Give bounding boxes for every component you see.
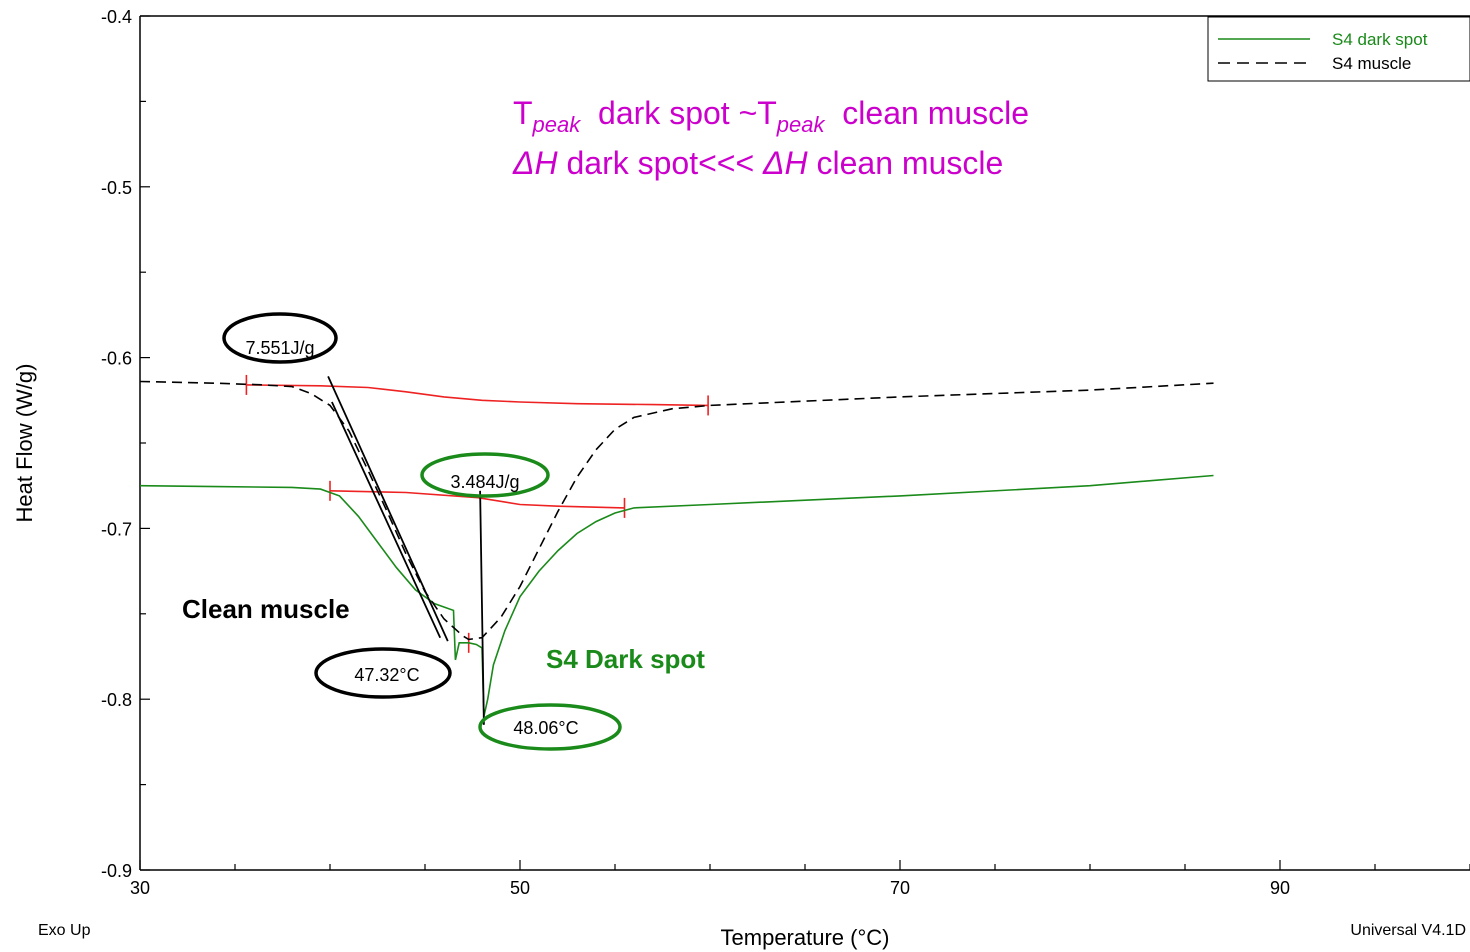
annotation-deltah-1: ΔH: [512, 145, 558, 181]
callout-muscle-enthalpy: 7.551J/g: [222, 312, 338, 364]
callout-dark-spot-enthalpy: 3.484J/g: [420, 452, 550, 498]
integration-baseline-1: [246, 384, 709, 407]
callout-ellipse: [222, 312, 338, 364]
integration-baseline-2: [329, 490, 625, 509]
y-tick-label: -0.4: [101, 7, 132, 27]
annotation-deltah: ΔH dark spot<<< ΔH clean muscle: [512, 145, 1003, 181]
callout-text: 48.06°C: [513, 718, 578, 738]
x-tick-label: 30: [130, 878, 150, 898]
callout-text: 3.484J/g: [450, 472, 519, 492]
tangent-line-3: [479, 490, 485, 725]
legend-box: [1207, 16, 1470, 82]
software-version-label: Universal V4.1D: [1350, 922, 1466, 939]
annotation-tpeak-mid: dark spot ~T: [580, 95, 777, 131]
callout-ellipse: [478, 703, 622, 751]
dark-spot-label: S4 Dark spot: [546, 644, 705, 674]
annotation-tpeak: Tpeak dark spot ~Tpeak clean muscle: [513, 95, 1029, 137]
callout-ellipse: [420, 452, 550, 498]
baseline-layer: [245, 374, 709, 653]
annotation-deltah-suffix: clean muscle: [808, 145, 1004, 181]
series-line-muscle: [139, 380, 1214, 641]
tangent-layer: [327, 376, 485, 725]
callout-ellipse: [314, 647, 452, 699]
x-tick-label: 70: [890, 878, 910, 898]
annotation-tpeak-sub2: peak: [776, 112, 826, 137]
legend-label-muscle: S4 muscle: [1332, 54, 1411, 73]
callout-muscle-peak: 47.32°C: [314, 647, 452, 699]
annotation-tpeak-suffix: clean muscle: [825, 95, 1030, 131]
callout-dark-spot-peak: 48.06°C: [478, 703, 622, 751]
y-tick-label: -0.6: [101, 349, 132, 369]
y-tick-label: -0.9: [101, 861, 132, 881]
callout-text: 47.32°C: [354, 665, 419, 685]
legend-label-dark-spot: S4 dark spot: [1332, 30, 1428, 49]
tick-group: 30 50 70 90 -0.4 -0.5 -0.6 -0.7 -0.8 -0.9: [101, 7, 1470, 898]
tangent-line-1: [327, 376, 449, 642]
legend: S4 dark spot S4 muscle: [1207, 16, 1470, 82]
tangent-line-2: [331, 401, 442, 639]
annotation-deltah-mid: dark spot<<<: [558, 145, 763, 181]
y-tick-label: -0.7: [101, 519, 132, 539]
y-axis-title: Heat Flow (W/g): [12, 364, 37, 523]
y-tick-label: -0.5: [101, 178, 132, 198]
exo-up-label: Exo Up: [38, 922, 91, 939]
annotation-tpeak-sub1: peak: [532, 112, 582, 137]
x-axis-title: Temperature (°C): [721, 925, 890, 950]
callout-text: 7.551J/g: [245, 338, 314, 358]
x-tick-label: 90: [1270, 878, 1290, 898]
x-tick-label: 50: [510, 878, 530, 898]
clean-muscle-label: Clean muscle: [182, 594, 350, 624]
y-tick-label: -0.8: [101, 690, 132, 710]
annotation-deltah-2: ΔH: [762, 145, 808, 181]
annotation-tpeak-prefix: T: [513, 95, 533, 131]
